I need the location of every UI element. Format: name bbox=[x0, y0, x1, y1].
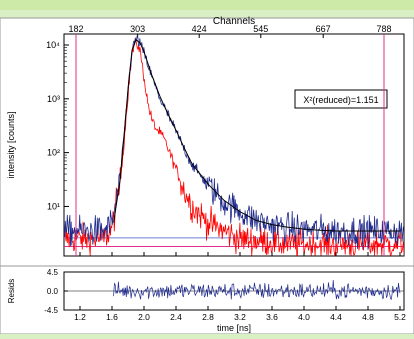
residuals-panel: 4.5 0.0 -4.5 1.2 1.6 2.0 2.4 2.8 3.2 3.6 4.0 4.4 4.… bbox=[0, 252, 414, 335]
decay-plot-area bbox=[63, 33, 405, 257]
y-axis-ticks: 10¹ 10² 10³ 10⁴ bbox=[46, 40, 69, 211]
time-tick-label: 2.8 bbox=[202, 312, 214, 322]
time-tick-label: 4.4 bbox=[330, 312, 342, 322]
chi-square-annotation: X²(reduced)=1.151 bbox=[303, 95, 378, 105]
decay-panel: Channels 182 303 424 545 667 788 10¹ 10² 10³ 10⁴… bbox=[0, 16, 414, 269]
chi-square-box bbox=[294, 89, 388, 109]
y-tick-label: 10² bbox=[47, 148, 60, 158]
time-tick-label: 2.0 bbox=[138, 312, 150, 322]
residual-y-tick-label: 4.5 bbox=[47, 268, 59, 277]
series-layer bbox=[64, 35, 404, 256]
top-axis-title: Channels bbox=[213, 16, 255, 27]
residuals-layer bbox=[64, 279, 404, 301]
top-tick-label: 182 bbox=[68, 24, 83, 34]
time-tick-label: 4.0 bbox=[298, 312, 310, 322]
time-axis-title: time [ns] bbox=[217, 323, 251, 333]
top-tick-label: 424 bbox=[192, 24, 207, 34]
residual-y-tick-label: -4.5 bbox=[44, 306, 58, 315]
time-tick-label: 3.6 bbox=[266, 312, 278, 322]
top-tick-label: 545 bbox=[253, 24, 268, 34]
time-tick-label: 1.6 bbox=[106, 312, 118, 322]
residual-y-tick-label: 0.0 bbox=[47, 287, 59, 296]
y-axis-title: intensity [counts] bbox=[6, 111, 16, 178]
top-tick-label: 667 bbox=[316, 24, 331, 34]
y-tick-label: 10¹ bbox=[47, 201, 60, 211]
time-tick-label: 4.8 bbox=[362, 312, 374, 322]
time-axis-ticks: 1.2 1.6 2.0 2.4 2.8 3.2 3.6 4.0 4.4 4.8 5.2 bbox=[74, 252, 406, 322]
residuals-axis-title: Resids bbox=[7, 279, 16, 303]
fit-series-line bbox=[113, 39, 400, 232]
top-tick-label: 788 bbox=[376, 24, 391, 34]
time-tick-label: 2.4 bbox=[170, 312, 182, 322]
top-tick-label: 303 bbox=[130, 24, 145, 34]
time-tick-label: 1.2 bbox=[74, 312, 86, 322]
top-strip bbox=[0, 0, 414, 10]
time-tick-label: 3.2 bbox=[234, 312, 246, 322]
time-tick-label: 5.2 bbox=[394, 312, 406, 322]
y-tick-label: 10⁴ bbox=[46, 40, 60, 50]
y-tick-label: 10³ bbox=[47, 94, 60, 104]
residuals-series-line bbox=[113, 279, 401, 301]
